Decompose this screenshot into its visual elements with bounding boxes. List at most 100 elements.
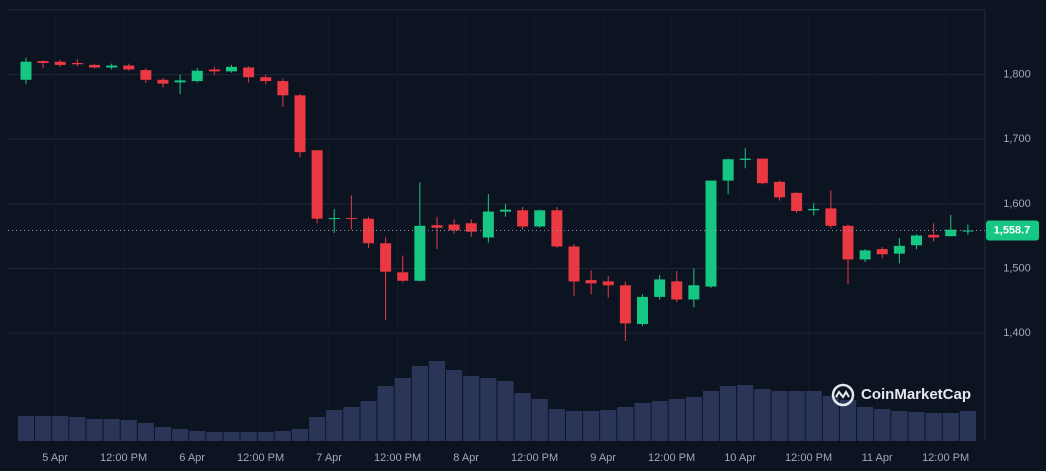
candle-body	[585, 280, 597, 284]
last-price-box	[986, 220, 1039, 241]
volume-bar	[805, 391, 822, 441]
volume-bar	[702, 391, 720, 441]
x-tick-label: 12:00 PM	[100, 452, 147, 464]
volume-bar	[291, 429, 309, 441]
volume-bar	[651, 401, 668, 441]
watermark: CoinMarketCap	[861, 386, 971, 403]
volume-bar	[720, 386, 737, 441]
x-tick-label: 8 Apr	[453, 452, 479, 464]
volume-bar	[942, 413, 959, 441]
candle-body	[534, 210, 546, 227]
volume-bar	[685, 397, 702, 441]
candle-body	[859, 250, 871, 260]
x-tick-label: 12:00 PM	[648, 452, 695, 464]
volume-bar	[52, 416, 69, 441]
x-tick-label: 12:00 PM	[374, 452, 421, 464]
candle-body	[54, 61, 66, 65]
volume-bar	[326, 410, 343, 441]
volume-bar	[240, 432, 257, 441]
candle-body	[431, 225, 443, 228]
candle-body	[928, 234, 940, 238]
candle-body	[208, 69, 220, 72]
candle-body	[671, 281, 683, 300]
candle-body	[876, 249, 888, 255]
volume-bar	[309, 417, 326, 441]
candle-body	[71, 62, 83, 65]
volume-bar	[514, 393, 531, 441]
candle-body	[448, 224, 460, 231]
volume-bar	[377, 386, 394, 441]
volume-bar	[874, 409, 891, 441]
candle-body	[636, 296, 648, 325]
x-tick-label: 11 Apr	[862, 452, 893, 464]
candle-body	[123, 65, 135, 70]
volume-bar	[428, 361, 446, 441]
volume-bar	[137, 423, 154, 441]
y-tick-label: 1,400	[1003, 327, 1031, 339]
volume-bar	[206, 432, 223, 441]
volume-bar	[189, 431, 206, 441]
volume-bar	[154, 427, 172, 441]
volume-bar	[103, 419, 120, 441]
volume-bar	[668, 399, 685, 441]
volume-bar	[959, 411, 976, 441]
y-tick-label: 1,500	[1003, 262, 1031, 274]
candle-body	[345, 218, 357, 220]
x-tick-label: 12:00 PM	[785, 452, 832, 464]
volume-bar	[497, 381, 514, 441]
candle-body	[739, 158, 751, 160]
candle-body	[482, 211, 494, 238]
volume-bar	[788, 391, 805, 441]
candle-body	[277, 81, 289, 96]
candle-body	[380, 243, 392, 272]
candle-body	[140, 70, 152, 80]
volume-bar	[617, 407, 634, 441]
watermark-logo	[831, 383, 855, 407]
candle-body	[294, 95, 306, 153]
x-tick-label: 12:00 PM	[237, 452, 284, 464]
candle-body	[191, 70, 203, 82]
volume-bar	[257, 432, 274, 441]
volume-bar	[463, 376, 480, 441]
y-tick-label: 1,800	[1003, 69, 1031, 81]
volume-bar	[35, 416, 52, 441]
volume-bar	[737, 385, 754, 441]
volume-bar	[822, 396, 839, 441]
volume-bar	[583, 411, 600, 441]
volume-bar	[480, 378, 497, 441]
candle-body	[37, 61, 49, 63]
volume-bar	[172, 429, 189, 441]
y-tick-label: 1,600	[1003, 198, 1031, 210]
volume-bar	[925, 413, 942, 441]
candle-body	[465, 223, 477, 232]
volume-bar	[565, 411, 583, 441]
candle-body	[773, 181, 785, 198]
candle-body	[688, 285, 700, 300]
volume-bar	[17, 416, 35, 441]
candle-body	[311, 150, 323, 219]
volume-bar	[411, 366, 428, 441]
x-tick-label: 5 Apr	[42, 452, 68, 464]
volume-bar	[908, 412, 925, 441]
candle-body	[808, 209, 820, 211]
volume-bar	[634, 403, 651, 441]
candle-body	[157, 79, 169, 84]
volume-bar	[446, 370, 463, 441]
volume-bar	[360, 401, 377, 441]
candle-body	[602, 281, 614, 286]
candle-body	[825, 208, 837, 226]
candle-body	[842, 225, 854, 260]
volume-bar	[548, 409, 565, 441]
x-tick-label: 12:00 PM	[922, 452, 969, 464]
candle-body	[225, 66, 237, 72]
volume-bar	[394, 378, 411, 441]
x-tick-label: 7 Apr	[316, 452, 342, 464]
last-price-label: 1,558.7	[994, 224, 1031, 236]
volume-bar	[771, 391, 788, 441]
volume-bar	[86, 419, 103, 441]
x-tick-label: 9 Apr	[590, 452, 616, 464]
candle-body	[654, 279, 666, 297]
volume-bar	[531, 399, 548, 441]
